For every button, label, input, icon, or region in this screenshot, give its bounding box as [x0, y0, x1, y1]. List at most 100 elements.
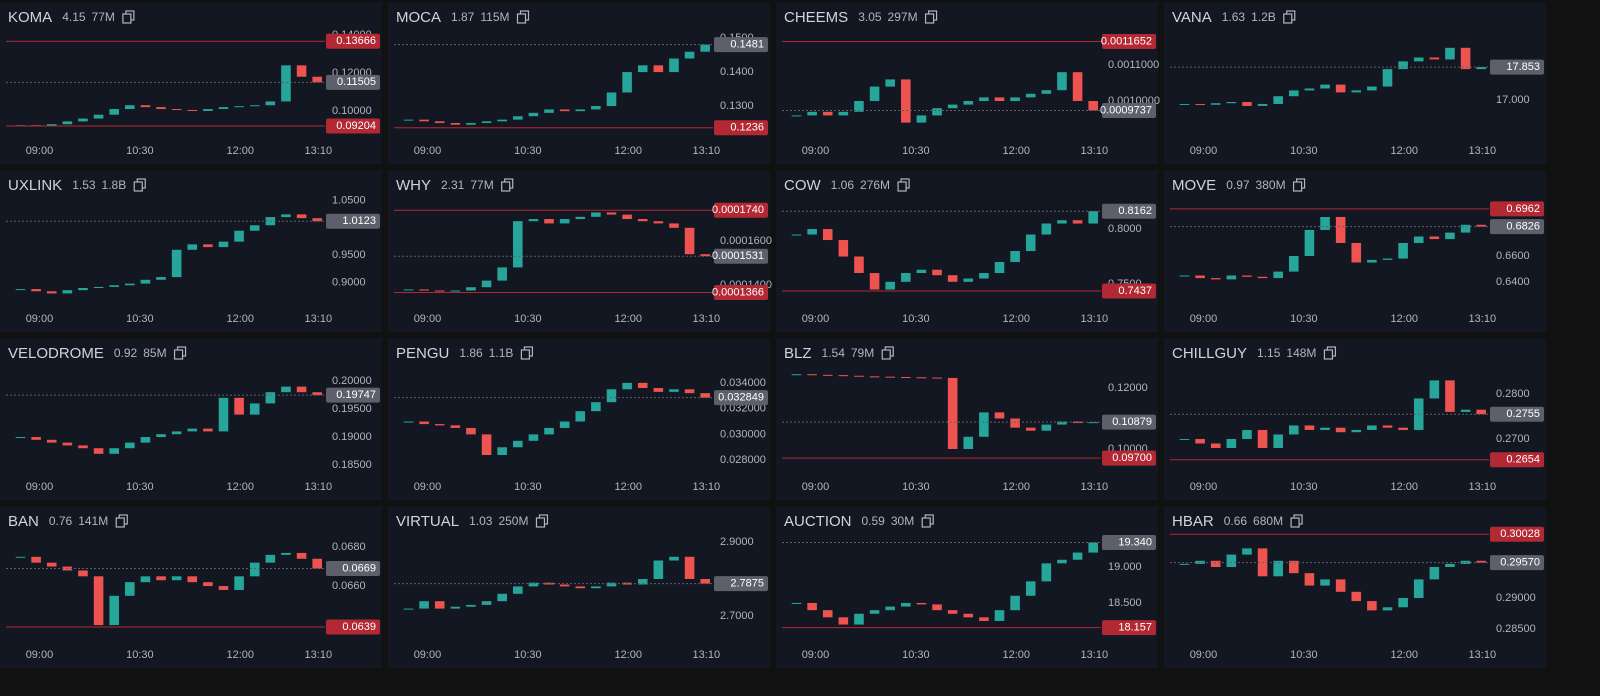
panel-bg [1164, 2, 1546, 164]
candle [481, 121, 492, 124]
candle [1242, 429, 1252, 439]
candle [403, 119, 414, 121]
candle [312, 558, 322, 569]
change-value: 3.05 [858, 10, 882, 24]
candle [156, 277, 166, 280]
chart-panel: PENGU 1.86 1.1B 0.034000 0.032000 0.030000 0.0… [388, 338, 770, 500]
change-value: 0.76 [49, 514, 73, 528]
candle [838, 240, 849, 257]
candle [281, 214, 291, 218]
candle [1179, 438, 1190, 440]
candle [218, 107, 229, 110]
chart-panel: KOMA4.1577M0.140000.120000.1000009:0010:… [0, 2, 382, 164]
candle [1320, 579, 1330, 586]
candle [885, 281, 895, 290]
x-tick-label: 12:00 [1390, 313, 1418, 325]
candle [265, 392, 276, 404]
candle [1367, 425, 1377, 430]
low-tag [1102, 283, 1156, 299]
candle [171, 576, 182, 581]
x-tick-label: 09:00 [802, 313, 830, 325]
candle [109, 109, 119, 115]
x-tick-label: 12:00 [1002, 649, 1030, 661]
candle [854, 375, 864, 377]
y-tick-label: 0.18500 [332, 459, 372, 471]
change-value: 0.97 [1226, 178, 1250, 192]
copy-icon [501, 181, 511, 192]
candle [916, 602, 927, 605]
candle [1320, 216, 1330, 230]
candle [109, 595, 119, 626]
candle [187, 244, 198, 250]
candle [1041, 424, 1052, 431]
last-tag [326, 561, 380, 577]
candle [450, 290, 461, 292]
candle [1010, 251, 1020, 263]
candle [31, 556, 41, 563]
candle [1335, 579, 1346, 592]
candle [78, 118, 88, 122]
candle [1429, 57, 1440, 60]
volume-value: 276M [860, 178, 890, 192]
x-tick-label: 09:00 [26, 145, 54, 157]
candle [854, 613, 864, 625]
copy-icon [1292, 181, 1303, 192]
y-tick-label: 0.028000 [720, 454, 766, 466]
y-tick-label: 0.030000 [720, 428, 766, 440]
copy-icon [897, 181, 907, 192]
panel-bg [388, 170, 770, 332]
candle [1072, 552, 1083, 560]
low-tag [714, 284, 768, 300]
candle [637, 219, 648, 222]
copy-icon [1290, 517, 1300, 528]
x-tick-label: 13:10 [1469, 313, 1497, 325]
candle [450, 425, 461, 428]
candle [403, 608, 414, 610]
candle [653, 388, 664, 392]
low-tag [1490, 452, 1544, 468]
candle [1445, 380, 1455, 412]
candle [606, 92, 617, 107]
change-value: 2.31 [441, 178, 465, 192]
candle [901, 602, 911, 607]
x-tick-label: 13:10 [305, 481, 333, 493]
candle [218, 241, 229, 248]
copy-icon [924, 13, 935, 24]
candle [281, 552, 291, 555]
candle [1010, 595, 1020, 611]
volume-value: 85M [143, 346, 166, 360]
symbol-title: VANA [1172, 9, 1212, 26]
candle [838, 111, 849, 116]
candle [979, 617, 989, 621]
candle [575, 411, 586, 422]
candle [1320, 427, 1330, 430]
x-tick-label: 12:00 [614, 145, 642, 157]
candle [700, 254, 710, 257]
candle [591, 402, 601, 412]
candle [994, 412, 1005, 419]
candle [807, 229, 817, 235]
last-tag-label: 19.340 [1118, 536, 1152, 548]
candle [1088, 542, 1098, 553]
candle [637, 65, 648, 73]
x-tick-label: 13:10 [693, 145, 721, 157]
low-tag [1102, 450, 1156, 466]
volume-value: 297M [888, 10, 918, 24]
volume-value: 77M [470, 178, 493, 192]
candle [1460, 560, 1471, 564]
x-tick-label: 09:00 [26, 481, 54, 493]
candle [234, 230, 244, 242]
x-tick-label: 12:00 [226, 145, 254, 157]
candle [450, 606, 461, 609]
candle [822, 229, 833, 241]
x-tick-label: 09:00 [1190, 145, 1218, 157]
candle [544, 582, 554, 585]
candle [234, 397, 244, 415]
x-tick-label: 10:30 [126, 313, 154, 325]
candle [203, 428, 213, 432]
candle [1210, 443, 1221, 448]
candle [125, 582, 135, 596]
chart-panel: MOCA1.87115M0.15000.14000.130009:0010:30… [388, 2, 770, 164]
panel-bg [388, 2, 770, 164]
last-tag-label: 0.6826 [1506, 221, 1540, 233]
